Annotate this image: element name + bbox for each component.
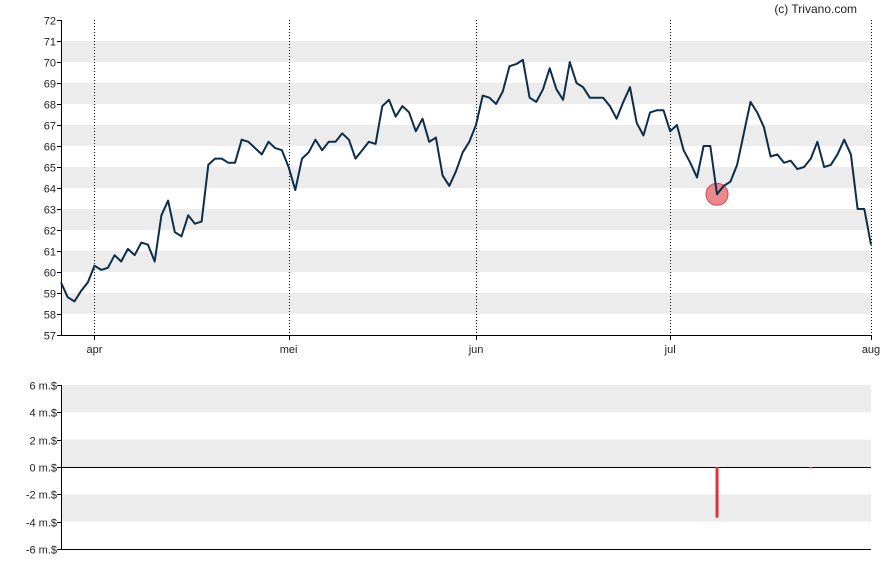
y-tick-label: 58 xyxy=(44,310,56,322)
grid-band xyxy=(61,494,871,522)
x-tick-label: jul xyxy=(664,344,676,356)
y-tick-label: 6 m.$ xyxy=(29,381,57,393)
y-tick-label: 71 xyxy=(44,37,56,49)
x-tick-label: jun xyxy=(468,344,484,356)
grid-band xyxy=(61,209,871,230)
y-tick-label: -2 m.$ xyxy=(26,490,57,502)
x-tick-label: aug xyxy=(862,344,880,356)
y-tick-label: 59 xyxy=(44,289,56,301)
grid-band xyxy=(61,41,871,62)
grid-band xyxy=(61,293,871,314)
y-tick-label: -6 m.$ xyxy=(26,545,57,557)
grid-band xyxy=(61,125,871,146)
grid-band xyxy=(61,251,871,272)
price-chart: 57 58 59 60 61 62 63 64 65 66 67 68 69 70 71 72 apr mei ju… xyxy=(44,16,880,357)
y-tick-label: 57 xyxy=(44,331,56,343)
y-tick-label: 0 m.$ xyxy=(29,463,57,475)
y-tick-label: 68 xyxy=(44,100,56,112)
credit-label: (c) Trivano.com xyxy=(774,2,857,16)
insider-bar-chart: 6 m.$ 4 m.$ 2 m.$ 0 m.$ -2 m.$ -4 m.$ -6 m.$ xyxy=(26,381,871,557)
insider-bar xyxy=(809,467,813,469)
y-tick-label: 70 xyxy=(44,58,56,70)
grid-band xyxy=(61,439,871,467)
y-tick-label: 60 xyxy=(44,268,56,280)
x-tick-label: apr xyxy=(87,344,103,356)
y-tick-label: 72 xyxy=(44,16,56,28)
grid-band xyxy=(61,83,871,104)
y-tick-label: 2 m.$ xyxy=(29,436,57,448)
y-tick-label: 4 m.$ xyxy=(29,408,57,420)
y-tick-label: -4 m.$ xyxy=(26,518,57,530)
y-tick-label: 63 xyxy=(44,205,56,217)
x-tick-label: mei xyxy=(280,344,298,356)
y-tick-label: 66 xyxy=(44,142,56,154)
y-tick-label: 61 xyxy=(44,247,56,259)
grid-band xyxy=(61,385,871,413)
y-tick-label: 62 xyxy=(44,226,56,238)
y-tick-label: 67 xyxy=(44,121,56,133)
grid-band xyxy=(61,167,871,188)
y-tick-label: 64 xyxy=(44,184,56,196)
y-tick-label: 65 xyxy=(44,163,56,175)
y-tick-label: 69 xyxy=(44,79,56,91)
insider-bar xyxy=(715,467,719,518)
price-series-line xyxy=(60,58,872,303)
